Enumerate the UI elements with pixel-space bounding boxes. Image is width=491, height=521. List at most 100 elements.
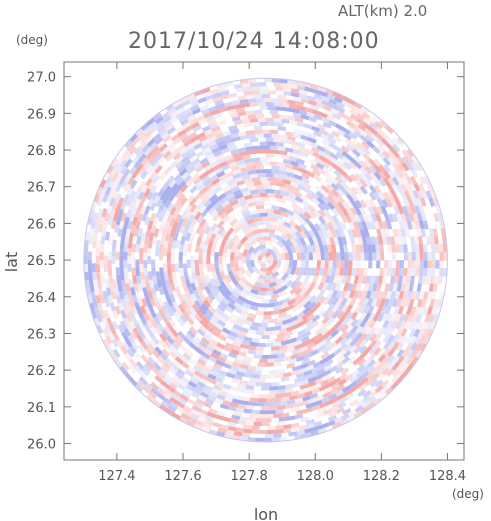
radar-bin: [297, 206, 307, 215]
radar-bin: [335, 181, 345, 191]
radar-bin: [366, 140, 376, 149]
radar-bin: [250, 225, 259, 232]
radar-bin: [129, 377, 138, 387]
radar-bin: [324, 109, 335, 117]
radar-bin: [353, 130, 363, 139]
radar-bin: [146, 117, 156, 126]
radar-bin: [231, 202, 241, 211]
radar-bin: [443, 252, 448, 261]
radar-bin: [340, 413, 350, 421]
radar-bin: [144, 216, 151, 226]
radar-bin: [284, 163, 294, 170]
radar-bin: [131, 251, 136, 261]
radar-bin: [188, 236, 195, 245]
radar-bin: [281, 102, 291, 108]
radar-bin: [389, 275, 396, 285]
radar-bin: [112, 348, 121, 359]
radar-bin: [90, 219, 97, 230]
radar-bin: [417, 275, 423, 285]
radar-bin: [280, 323, 290, 330]
radar-bin: [210, 263, 216, 273]
radar-bin: [186, 194, 195, 204]
radar-bin: [150, 387, 160, 396]
radar-bin: [396, 169, 405, 179]
radar-bin: [234, 192, 244, 200]
radar-bin: [196, 214, 205, 224]
radar-bin: [396, 136, 405, 146]
radar-bin: [163, 338, 173, 348]
radar-bin: [341, 310, 350, 320]
radar-bin: [305, 385, 315, 393]
radar-bin: [228, 124, 238, 131]
radar-bin: [103, 255, 108, 265]
radar-bin: [310, 244, 317, 253]
radar-bin: [331, 322, 340, 332]
radar-bin: [384, 228, 390, 238]
radar-bin: [405, 362, 415, 372]
radar-bin: [288, 337, 298, 344]
radar-bin: [241, 288, 250, 296]
radar-bin: [286, 167, 296, 174]
radar-bin: [190, 293, 198, 303]
y-tick-label: 26.0: [27, 437, 56, 452]
radar-bin: [97, 286, 104, 296]
radar-bin: [150, 124, 160, 133]
radar-bin: [401, 162, 410, 172]
radar-bin: [343, 132, 353, 141]
radar-bin: [162, 263, 168, 273]
radar-bin: [355, 267, 361, 277]
y-unit-label: (deg): [16, 33, 48, 47]
radar-bin: [248, 201, 257, 208]
radar-bin: [262, 260, 266, 265]
radar-bin: [265, 398, 274, 403]
radar-bin: [310, 387, 321, 395]
radar-bin: [336, 310, 345, 320]
radar-bin: [320, 322, 330, 331]
radar-bin: [201, 175, 211, 184]
radar-bin: [400, 176, 409, 186]
radar-bin: [298, 89, 308, 96]
radar-bin: [145, 360, 154, 370]
radar-bin: [257, 101, 267, 107]
radar-bin: [341, 317, 350, 327]
radar-bin: [315, 102, 326, 109]
radar-bin: [251, 373, 260, 379]
radar-bin: [288, 292, 297, 301]
radar-bin: [377, 290, 385, 300]
radar-bin: [254, 281, 263, 288]
radar-bin: [237, 147, 247, 153]
radar-bin: [138, 376, 148, 386]
radar-bin: [180, 183, 189, 193]
radar-bin: [377, 191, 386, 201]
radar-bin: [362, 122, 373, 131]
radar-bin: [300, 340, 310, 348]
radar-bin: [214, 376, 224, 384]
radar-bin: [139, 271, 145, 281]
radar-bin: [153, 228, 160, 238]
radar-bin: [203, 128, 214, 136]
radar-bin: [299, 230, 308, 240]
radar-bin: [105, 175, 113, 185]
radar-bin: [101, 208, 108, 218]
radar-bin: [146, 312, 155, 322]
radar-bin: [353, 160, 363, 170]
radar-bin: [210, 209, 219, 219]
radar-bin: [125, 208, 133, 218]
radar-bin: [345, 186, 355, 196]
radar-bin: [307, 236, 315, 246]
radar-bin: [386, 191, 395, 201]
radar-bin: [235, 333, 245, 341]
radar-bin: [296, 105, 306, 112]
radar-bin: [106, 204, 113, 214]
radar-bin: [155, 312, 163, 322]
radar-bin: [301, 395, 311, 402]
radar-bin: [430, 306, 438, 316]
radar-bin: [339, 267, 345, 277]
radar-bin: [191, 373, 201, 382]
radar-bin: [270, 401, 280, 407]
radar-bin: [158, 332, 168, 342]
radar-bin: [255, 165, 265, 170]
radar-bin: [152, 235, 158, 245]
radar-bin: [185, 300, 193, 310]
radar-bin: [313, 113, 323, 121]
